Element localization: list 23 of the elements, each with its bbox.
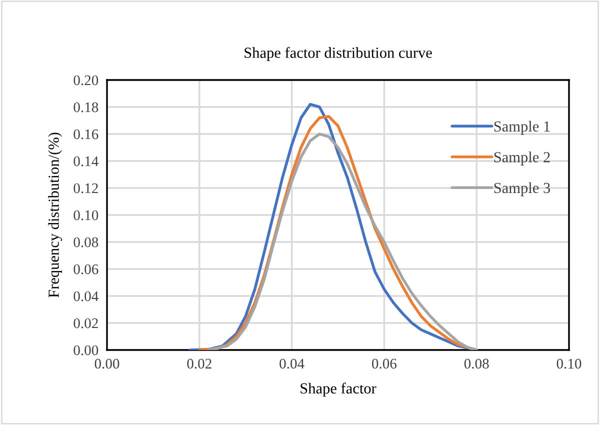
y-tick-label: 0.20 [74, 75, 98, 86]
y-tick-label: 0.02 [74, 318, 98, 328]
y-tick-label: 0.14 [74, 156, 98, 166]
x-tick-label: 0.06 [372, 358, 397, 369]
y-tick-label: 0.08 [74, 237, 98, 248]
y-tick-label: 0.18 [74, 102, 98, 112]
legend-label: Sample 2 [494, 152, 550, 166]
y-tick-label: 0.12 [74, 183, 98, 194]
y-axis-title: Frequency distribution/(%) [48, 132, 62, 298]
legend-label: Sample 3 [494, 182, 550, 196]
y-tick-label: 0.10 [74, 210, 98, 220]
y-tick-label: 0.06 [74, 264, 98, 274]
chart-title: Shape factor distribution curve [244, 47, 432, 62]
x-axis-title: Shape factor [300, 382, 376, 397]
y-tick-label: 0.00 [74, 345, 98, 356]
x-tick-label: 0.02 [187, 358, 212, 369]
legend-label: Sample 1 [494, 120, 550, 135]
y-tick-label: 0.04 [74, 291, 98, 302]
x-tick-label: 0.08 [464, 358, 489, 369]
x-tick-label: 0.04 [280, 358, 304, 369]
x-tick-label: 0.10 [556, 358, 582, 369]
y-tick-label: 0.16 [74, 129, 98, 140]
x-tick-label: 0.00 [94, 358, 120, 369]
